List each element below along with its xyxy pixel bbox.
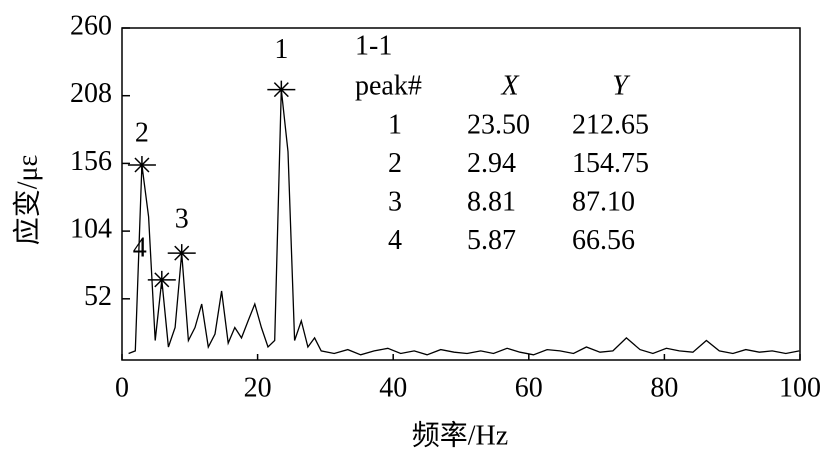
table-header: peak#	[355, 70, 422, 101]
x-tick-label: 100	[779, 372, 821, 403]
peak-marker	[267, 80, 296, 99]
y-tick-label: 104	[70, 214, 112, 245]
plot-frame	[121, 27, 801, 361]
annotation-title: 1-1	[355, 30, 392, 61]
table-cell: 212.65	[572, 109, 649, 140]
peak-label: 3	[175, 204, 189, 235]
marker-stroke	[273, 82, 289, 98]
table-cell: 23.50	[467, 109, 530, 140]
x-axis-title: 频率/Hz	[412, 419, 508, 451]
table-cell: 8.81	[467, 186, 516, 217]
table-cell: 3	[388, 186, 402, 217]
table-cell: 1	[388, 109, 402, 140]
marker-stroke	[174, 245, 190, 261]
marker-stroke	[154, 272, 170, 288]
table-header: Y	[612, 70, 631, 101]
y-tick-label: 260	[70, 10, 112, 41]
table-cell: 2	[388, 148, 402, 179]
peak-marker	[167, 244, 196, 263]
table-cell: 66.56	[572, 225, 635, 256]
x-tick-label: 40	[379, 372, 407, 403]
table-cell: 154.75	[572, 148, 649, 179]
x-tick-label: 60	[515, 372, 543, 403]
y-axis-title: 应变/με	[11, 155, 43, 246]
table-cell: 2.94	[467, 148, 516, 179]
table-cell: 4	[388, 225, 402, 256]
peak-label: 2	[135, 117, 149, 148]
x-tick-label: 80	[650, 372, 678, 403]
table-cell: 87.10	[572, 186, 635, 217]
peak-marker	[147, 270, 176, 289]
marker-stroke	[134, 157, 150, 173]
y-tick-label: 52	[84, 281, 112, 312]
table-cell: 5.87	[467, 225, 516, 256]
x-tick-label: 20	[244, 372, 272, 403]
peak-marker	[127, 156, 156, 175]
peak-label: 4	[133, 232, 147, 263]
spectrum-line	[128, 89, 800, 356]
x-tick-label: 0	[115, 372, 129, 403]
y-tick-label: 208	[70, 78, 112, 109]
peak-label: 1	[274, 34, 288, 65]
table-header: X	[500, 70, 519, 101]
y-tick-label: 156	[70, 146, 112, 177]
